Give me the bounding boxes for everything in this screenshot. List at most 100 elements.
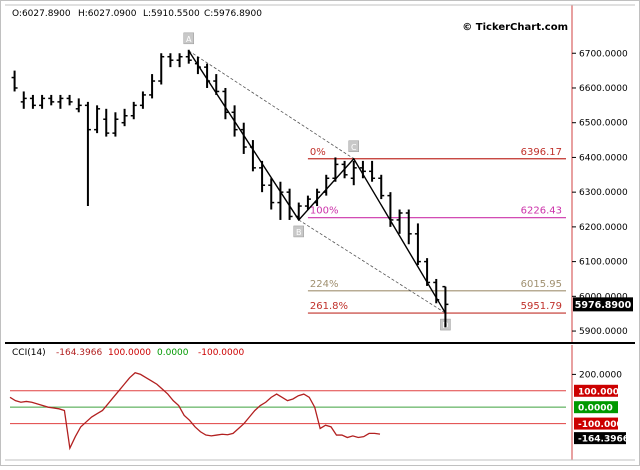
fib-level-value: 5951.79 (521, 301, 562, 312)
ohlc-bar (231, 105, 238, 137)
pattern-point-badge (183, 32, 194, 45)
ohlc-high: H:6027.0900 (78, 9, 137, 19)
pattern-point-badge (348, 140, 359, 153)
ohlc-bar (323, 174, 330, 196)
ohlc-bar (433, 278, 440, 304)
ohlc-bar (112, 112, 119, 137)
last-price-marker: 5976.8900 (573, 297, 633, 312)
pattern-point-label: A (186, 35, 192, 44)
ohlc-bar (378, 174, 385, 200)
ohlc-bar (29, 94, 36, 109)
last-price-box (573, 297, 633, 312)
cci-legend-value: -164.3966 (56, 348, 102, 358)
ohlc-bar (39, 94, 46, 109)
price-axis: 6700.0000 6600.0000 6500.0000 6400.0000 6300… (572, 49, 628, 337)
ohlc-bar (94, 105, 101, 134)
ohlc-bar (341, 160, 348, 179)
ohlc-bar (185, 49, 192, 64)
fib-level-percent: 100% (310, 206, 339, 217)
ohlc-bar (286, 188, 293, 220)
price-axis-tick-label: 6000.0000 (579, 292, 628, 302)
ohlc-bar (359, 160, 366, 179)
cci-level-label: 100.0000 (578, 387, 625, 397)
ohlc-bar (167, 53, 174, 68)
ohlc-bar (405, 209, 412, 245)
cci-level-box (574, 417, 618, 430)
price-axis-tick-label: 6100.0000 (579, 258, 628, 268)
fib-level-percent: 224% (310, 279, 339, 290)
ohlc-bar (139, 91, 146, 109)
ohlc-bar (314, 188, 321, 207)
price-axis-tick-label: 6600.0000 (579, 84, 628, 94)
ohlc-bar (194, 56, 201, 75)
ohlc-bar (332, 157, 339, 182)
cci-last-label: -164.3966 (578, 435, 629, 445)
cci-level-label: 0.0000 (578, 404, 613, 414)
cci-legend-lower: -100.0000 (198, 348, 244, 358)
ohlc-bar (442, 285, 449, 328)
fib-level-percent: 0% (310, 147, 326, 158)
ohlc-bar (259, 160, 266, 193)
cci-level-box (574, 401, 618, 414)
ohlc-bar (222, 87, 229, 120)
ohlc-bar (304, 195, 311, 210)
ohlc-bar (387, 192, 394, 227)
ohlc-bar (277, 181, 284, 220)
ohlc-bar (240, 122, 247, 154)
pattern-point-badge (293, 225, 304, 238)
cci-indicator: 200.0000 100.0000 0.0000 -100.0000 -164.3966 (9, 370, 629, 451)
ohlc-bar (396, 209, 403, 234)
fib-level-value: 6226.43 (521, 206, 562, 217)
watermark: © TickerChart.com (462, 22, 568, 33)
ohlc-bar (295, 202, 302, 220)
ohlc-bar (57, 94, 64, 109)
ohlc-bar (350, 160, 357, 186)
price-axis-tick-label: 6500.0000 (579, 119, 628, 129)
ohlc-bar (66, 94, 73, 106)
ohlc-bar (103, 108, 110, 137)
pattern-dashed-bd (298, 219, 446, 314)
pattern-point-label: B (296, 228, 302, 237)
cci-last-box (574, 432, 626, 445)
ohlc-bar (121, 108, 128, 127)
pattern-dashed-ac (188, 50, 354, 160)
cci-legend-name: CCI(14) (12, 348, 46, 358)
ohlc-bar (20, 91, 27, 109)
ohlc-bar (149, 74, 156, 99)
ohlc-close: C:5976.8900 (204, 9, 262, 19)
fib-level-value: 6396.17 (521, 147, 562, 158)
price-axis-tick-label: 5900.0000 (579, 327, 628, 337)
cci-level-label: -100.0000 (578, 420, 629, 430)
ohlc-bars (11, 49, 449, 328)
ohlc-bar (176, 53, 183, 68)
price-axis-tick-label: 6300.0000 (579, 188, 628, 198)
cci-level-box (574, 384, 618, 397)
ohlc-bar (414, 223, 421, 266)
price-axis-tick-label: 6200.0000 (579, 223, 628, 233)
ohlc-bar (48, 94, 55, 106)
cci-axis-tick-label: 200.0000 (579, 370, 622, 380)
cci-legend-upper: 100.0000 (108, 348, 151, 358)
ohlc-bar (158, 53, 165, 85)
ohlc-low: L:5910.5500 (143, 9, 200, 19)
ohlc-bar (369, 160, 376, 182)
last-price-label: 5976.8900 (575, 300, 632, 311)
ohlc-bar (11, 70, 18, 92)
pattern-point-label: C (351, 143, 357, 152)
ohlc-bar (84, 101, 91, 207)
ohlc-bar (268, 178, 275, 210)
ohlc-bar (213, 74, 220, 95)
ohlc-bar (130, 101, 137, 120)
price-axis-tick-label: 6700.0000 (579, 49, 628, 59)
fib-level-value: 6015.95 (521, 279, 562, 290)
ohlc-bar (424, 258, 431, 286)
ohlc-bar (249, 140, 256, 172)
fib-level-percent: 261.8% (310, 301, 348, 312)
ohlc-bar (204, 63, 211, 88)
cci-legend-zero: 0.0000 (157, 348, 189, 358)
ohlc-bar (75, 98, 82, 113)
cci-line (9, 372, 381, 451)
